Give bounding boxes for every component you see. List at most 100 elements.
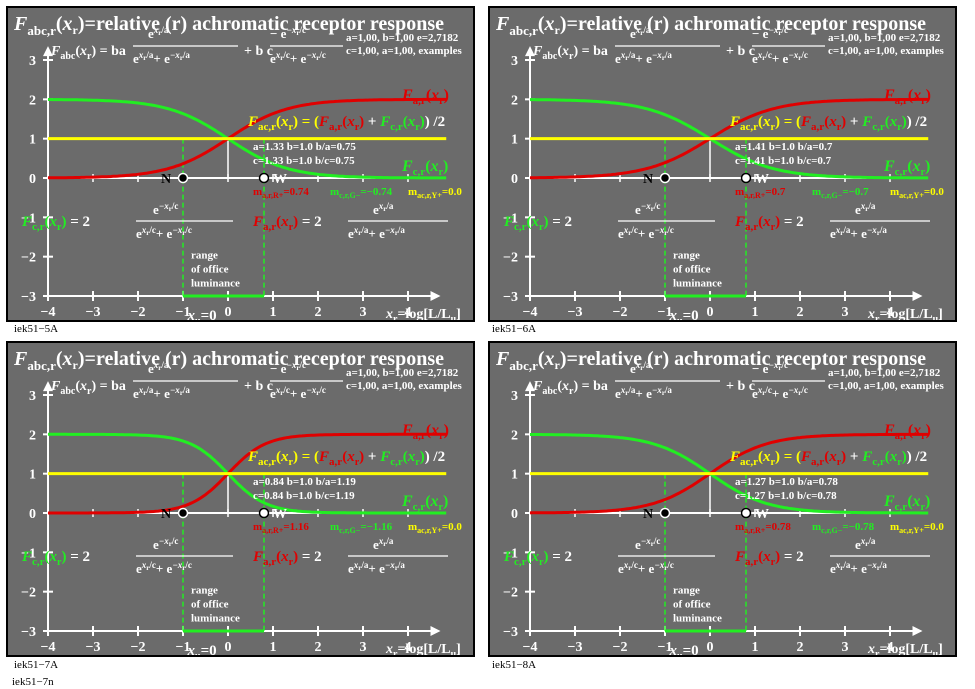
formula-general-lhs-part: ( bbox=[75, 44, 80, 59]
x-tick-label: 2 bbox=[797, 640, 804, 655]
formula-fa-num: exr/a bbox=[855, 536, 876, 552]
xu-label-part: u bbox=[677, 651, 683, 655]
y-tick-label: 2 bbox=[511, 428, 518, 443]
formula-frac-den2-part: /c bbox=[282, 385, 290, 395]
formula-fac-part: x bbox=[346, 114, 355, 130]
formula-fac-part: ( bbox=[885, 449, 890, 465]
params-a: a=0.84 b=1.0 b/a=1.19 bbox=[253, 476, 356, 488]
legend-fc-part: r bbox=[921, 167, 926, 178]
formula-fa-lhs: Fa,r(xr) = 2 bbox=[734, 549, 804, 568]
params-line1: a=1,00, b=1,00 e=2,7182 bbox=[828, 367, 941, 379]
formula-fac-part: x bbox=[346, 449, 355, 465]
formula-fac-part: c,r bbox=[390, 456, 403, 468]
x-tick-label: −4 bbox=[41, 640, 56, 655]
formula-fc-lhs-part: r bbox=[57, 222, 62, 233]
x-tick-label: −3 bbox=[86, 305, 101, 320]
y-axis-arrow bbox=[525, 46, 535, 57]
x-tick-label: −2 bbox=[613, 305, 628, 320]
formula-frac-den1-part: /a bbox=[145, 385, 154, 395]
slope-ac-part: =0.0 bbox=[442, 521, 463, 533]
series-line-fc bbox=[48, 432, 447, 515]
point-W bbox=[258, 172, 270, 184]
slope-a: ma,r,R+=1.16 bbox=[253, 521, 309, 535]
formula-fc-den-part: r bbox=[146, 564, 149, 572]
formula-fc-lhs-part: c,r bbox=[32, 221, 45, 233]
formula-fa-num: exr/a bbox=[373, 201, 394, 217]
y-tick-label: −1 bbox=[21, 546, 36, 561]
formula-frac-num2-part: /c bbox=[299, 360, 307, 370]
x-tick-label: −2 bbox=[131, 305, 146, 320]
formula-frac-den2-part: + e bbox=[772, 51, 789, 66]
formula-fa-num-part: e bbox=[855, 202, 861, 217]
chart-panel-2: Fabc,r(xr)=relative (r) achromatic recep… bbox=[488, 6, 957, 322]
x-tick-label: 4 bbox=[405, 305, 412, 320]
legend-fc-part: x bbox=[430, 493, 439, 510]
formula-fc-den-part: −x bbox=[654, 225, 664, 235]
x-axis-label-part: r bbox=[875, 649, 880, 655]
point-W bbox=[258, 507, 270, 519]
formula-fc-lhs-part: ) bbox=[61, 214, 66, 230]
formula-fa-num-part: /a bbox=[385, 536, 394, 546]
series-line-fc bbox=[48, 98, 447, 180]
formula-frac-den2-part: x bbox=[757, 385, 763, 395]
point-N bbox=[177, 507, 189, 519]
formula-frac-num1-part: r bbox=[158, 364, 161, 372]
y-tick-label: 2 bbox=[29, 428, 36, 443]
formula-fa-den-part: r bbox=[840, 564, 843, 572]
formula-fa-num-part: x bbox=[860, 201, 866, 211]
formula-fc-lhs-part: F bbox=[21, 549, 32, 565]
formula-fa-lhs: Fa,r(xr) = 2 bbox=[252, 214, 322, 233]
y-tick-label: 0 bbox=[29, 507, 36, 522]
x-tick-label: −1 bbox=[658, 305, 673, 320]
formula-frac-den2: exr/c+ e−xr/c bbox=[270, 385, 326, 401]
formula-fac-part: ) bbox=[420, 449, 425, 465]
chart-title-part: x bbox=[62, 13, 73, 35]
y-tick-label: −2 bbox=[21, 251, 36, 266]
formula-fc-den-part: /c bbox=[148, 560, 156, 570]
formula-frac-den1-part: e bbox=[133, 386, 139, 401]
legend-fa-part: ) bbox=[444, 87, 449, 104]
formula-fac-part: x bbox=[280, 449, 289, 465]
formula-frac-num1: exr/a bbox=[630, 360, 651, 376]
x-axis-label-part: x bbox=[867, 307, 875, 320]
formula-fac-part: ) /2 bbox=[907, 114, 927, 130]
formula-frac-den1-part: e bbox=[615, 386, 621, 401]
slope-a: ma,r,R+=0.7 bbox=[735, 186, 786, 200]
formula-frac-den2-part: /c bbox=[282, 50, 290, 60]
chart-title-part: r bbox=[555, 23, 561, 37]
formula-fac-part: ) bbox=[902, 114, 907, 130]
figure-id: iek51−7n bbox=[12, 676, 54, 688]
formula-frac-den2-part: r bbox=[316, 54, 319, 62]
formula-frac-den2-part: r bbox=[762, 54, 765, 62]
formula-fc-num-part: −x bbox=[641, 201, 651, 211]
formula-fa-den-part: /a bbox=[879, 560, 888, 570]
formula-frac-den2-part: e bbox=[752, 51, 758, 66]
formula-general-lhs-part: ba bbox=[111, 44, 126, 59]
slope-ac-part: m bbox=[408, 521, 417, 533]
x-tick-label: 3 bbox=[360, 640, 367, 655]
formula-frac-num1-part: x bbox=[635, 360, 641, 370]
xu-label: xu=0 bbox=[669, 308, 699, 320]
params-line2: c=1,00, a=1,00, examples bbox=[828, 380, 945, 392]
formula-fa-den-part: r bbox=[877, 229, 880, 237]
formula-frac-den2-part: e bbox=[270, 386, 276, 401]
x-tick-label: 1 bbox=[270, 305, 277, 320]
formula-fac-part: r bbox=[355, 122, 360, 133]
params-line2: c=1,00, a=1,00, examples bbox=[828, 45, 945, 57]
chart-title-part: ( bbox=[56, 348, 63, 370]
formula-fa-lhs-part: = 2 bbox=[298, 214, 322, 230]
formula-fc-num-part: r bbox=[651, 205, 654, 213]
formula-fc-den-part: /c bbox=[148, 225, 156, 235]
formula-frac-den2-part: r bbox=[280, 54, 283, 62]
range-label: of office bbox=[191, 264, 229, 276]
slope-c: mc,r,G−=−1.16 bbox=[330, 521, 393, 535]
slope-ac-part: m bbox=[408, 186, 417, 198]
y-tick-label: 3 bbox=[29, 389, 36, 404]
x-tick-label: −3 bbox=[568, 640, 583, 655]
formula-fac-part: a,r bbox=[329, 121, 342, 133]
x-tick-label: 3 bbox=[360, 305, 367, 320]
range-label: range bbox=[673, 585, 700, 597]
formula-fac-part: + bbox=[846, 449, 862, 465]
chart-title: Fabc,r(xr)=relative (r) achromatic recep… bbox=[495, 348, 926, 373]
range-label: of office bbox=[673, 599, 711, 611]
